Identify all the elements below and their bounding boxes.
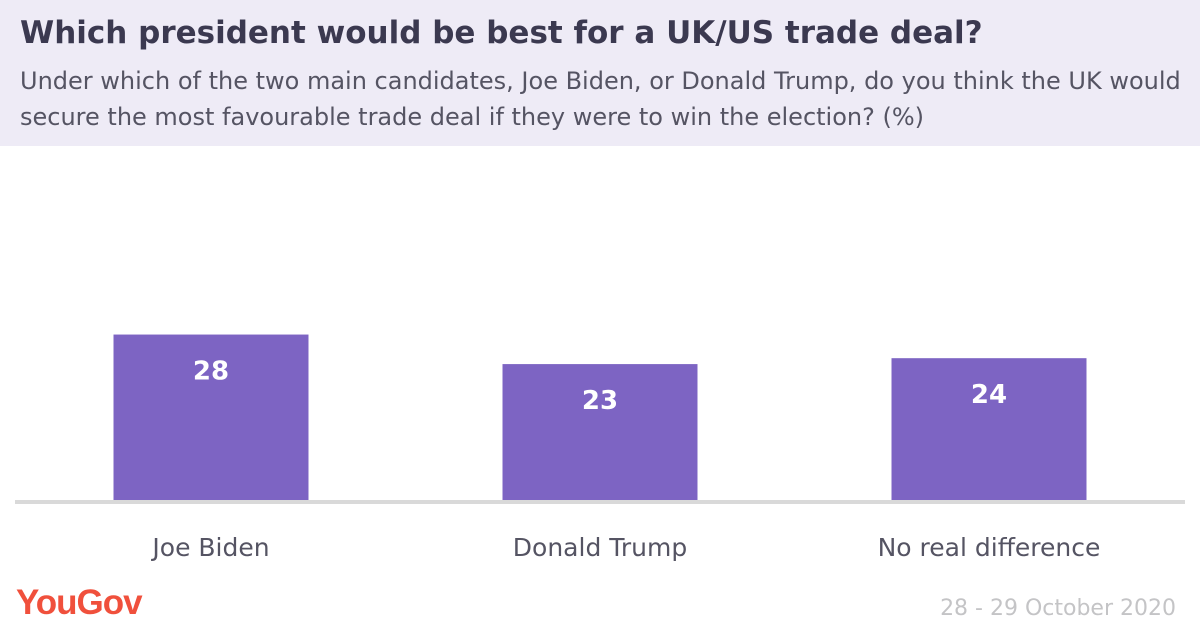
- bar-1: [502, 364, 698, 500]
- chart-title: Which president would be best for a UK/U…: [20, 15, 983, 51]
- data-label-1: 23: [582, 386, 618, 416]
- bar-chart: 28 Joe Biden 23 Donald Trump 24 No real diffe…: [15, 334, 1185, 562]
- data-label-2: 24: [971, 380, 1007, 410]
- category-label-0: Joe Biden: [150, 533, 269, 562]
- bar-0: [113, 334, 309, 500]
- chart-header: Which president would be best for a UK/U…: [0, 0, 1200, 146]
- fieldwork-date: 28 - 29 October 2020: [940, 596, 1176, 621]
- bar-2: [891, 358, 1087, 500]
- x-axis-baseline: [15, 500, 1185, 504]
- data-label-0: 28: [193, 357, 229, 387]
- yougov-logo: YouGov: [16, 583, 143, 622]
- chart-subtitle: Under which of the two main candidates, …: [20, 67, 1181, 131]
- category-label-1: Donald Trump: [513, 533, 687, 562]
- category-label-2: No real difference: [878, 533, 1101, 562]
